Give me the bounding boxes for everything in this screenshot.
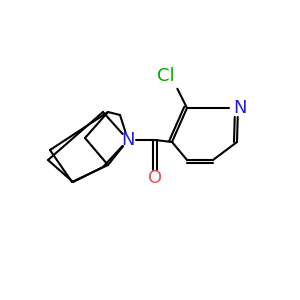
Text: O: O: [148, 169, 162, 187]
Text: Cl: Cl: [157, 67, 175, 85]
Text: N: N: [233, 99, 247, 117]
Text: N: N: [121, 131, 135, 149]
